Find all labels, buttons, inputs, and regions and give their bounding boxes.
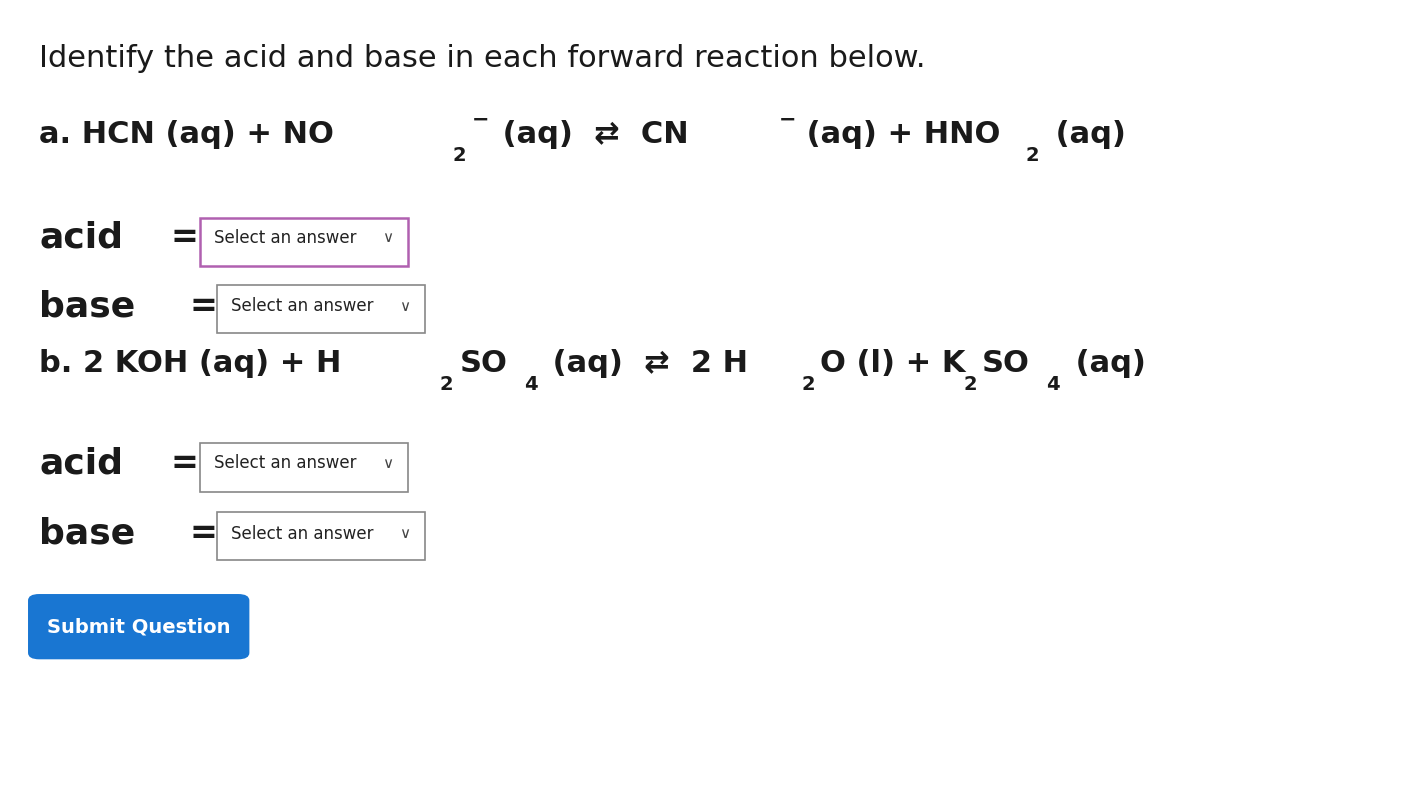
Text: (aq) + HNO: (aq) + HNO	[796, 120, 1000, 149]
Text: (aq): (aq)	[1065, 349, 1146, 378]
Text: base: base	[39, 289, 136, 323]
Text: =: =	[189, 290, 217, 322]
Text: 2: 2	[1026, 146, 1040, 165]
Text: ∨: ∨	[399, 299, 410, 314]
FancyBboxPatch shape	[200, 218, 408, 266]
Text: Select an answer: Select an answer	[214, 229, 357, 247]
Text: (aq)  ⇄  CN: (aq) ⇄ CN	[492, 120, 688, 149]
Text: Select an answer: Select an answer	[231, 297, 374, 315]
Text: 2: 2	[801, 375, 815, 394]
Text: SO: SO	[982, 349, 1030, 378]
Text: −: −	[472, 110, 489, 130]
Text: base: base	[39, 517, 136, 550]
Text: (aq)  ⇄  2 H: (aq) ⇄ 2 H	[542, 349, 748, 378]
Text: Submit Question: Submit Question	[48, 617, 230, 636]
FancyBboxPatch shape	[200, 443, 408, 492]
Text: Identify the acid and base in each forward reaction below.: Identify the acid and base in each forwa…	[39, 44, 926, 73]
Text: 2: 2	[964, 375, 978, 394]
Text: (aq): (aq)	[1045, 120, 1126, 149]
Text: =: =	[171, 222, 199, 254]
Text: Select an answer: Select an answer	[231, 525, 374, 542]
Text: 4: 4	[1047, 375, 1061, 394]
FancyBboxPatch shape	[28, 594, 249, 659]
Text: a. HCN (aq) + NO: a. HCN (aq) + NO	[39, 120, 333, 149]
FancyBboxPatch shape	[217, 512, 425, 560]
Text: 2: 2	[440, 375, 454, 394]
Text: ∨: ∨	[399, 526, 410, 541]
Text: =: =	[171, 447, 199, 480]
Text: acid: acid	[39, 447, 123, 480]
FancyBboxPatch shape	[217, 285, 425, 333]
Text: =: =	[189, 517, 217, 550]
Text: Select an answer: Select an answer	[214, 455, 357, 472]
Text: ∨: ∨	[382, 456, 394, 471]
Text: 4: 4	[524, 375, 538, 394]
Text: b. 2 KOH (aq) + H: b. 2 KOH (aq) + H	[39, 349, 342, 378]
Text: O (l) + K: O (l) + K	[820, 349, 965, 378]
Text: ∨: ∨	[382, 231, 394, 245]
Text: acid: acid	[39, 221, 123, 255]
Text: −: −	[779, 110, 796, 130]
Text: SO: SO	[460, 349, 507, 378]
Text: 2: 2	[453, 146, 467, 165]
